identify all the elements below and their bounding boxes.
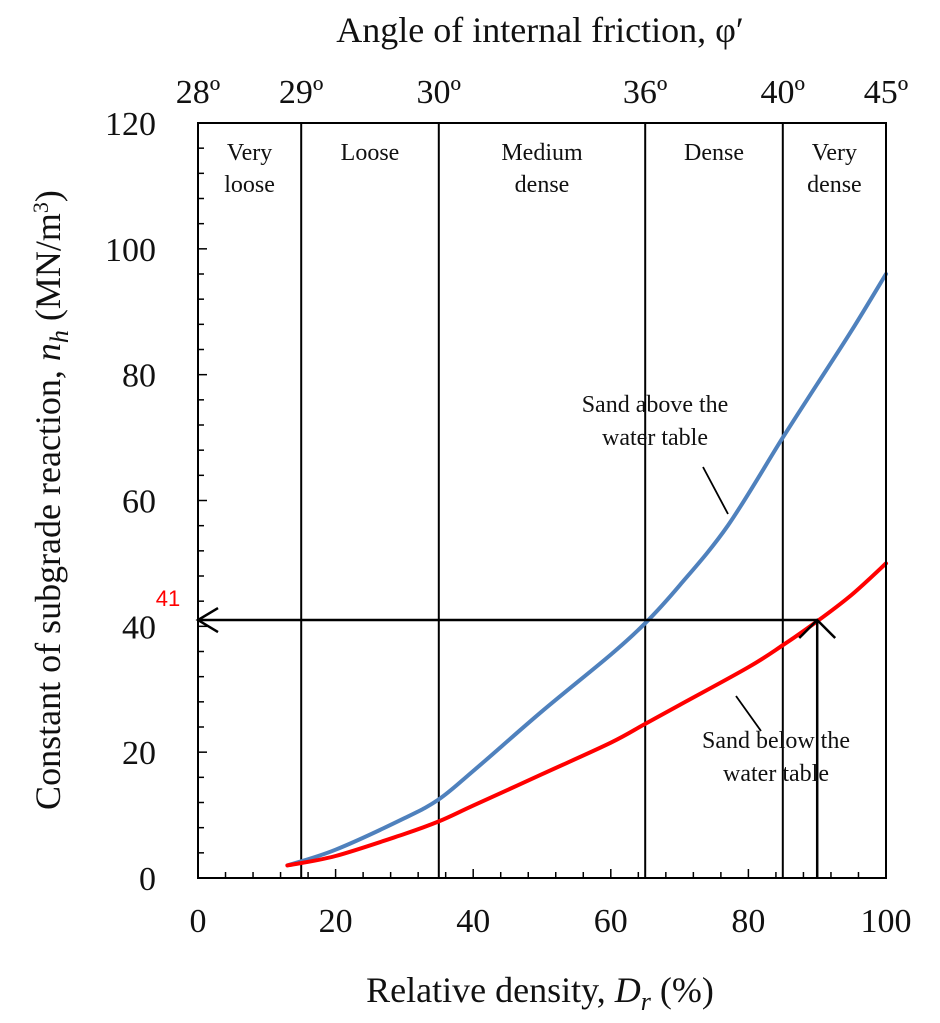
x-tick-label: 100	[861, 903, 912, 940]
annotation-text: Sand below the	[702, 728, 850, 754]
series-line-above-water-table	[285, 272, 888, 868]
top-tick-label: 29º	[279, 74, 324, 111]
density-zone-labels: Very loose Loose Medium dense Dense Very dense	[224, 140, 861, 198]
top-tick-label: 36º	[623, 74, 668, 111]
plot-frame	[197, 122, 887, 879]
x-axis-title: Relative density, Dr (%)	[366, 970, 714, 1016]
annotation-leader-line	[702, 466, 729, 515]
annotation-text: water table	[723, 761, 829, 787]
x-tick-label: 40	[456, 903, 490, 940]
top-tick-label: 45º	[864, 74, 909, 111]
y-tick-label: 120	[105, 106, 156, 143]
top-tick-label: 40º	[761, 74, 806, 111]
zone-label: Medium	[501, 140, 583, 166]
y-axis-title: Constant of subgrade reaction, nh (MN/m3…	[28, 190, 74, 810]
y-tick-label: 20	[122, 735, 156, 772]
x-tick-label: 20	[319, 903, 353, 940]
annotation-text: water table	[602, 425, 708, 451]
axis-ticks: 0 20 40 60 80 100 120 0 20 40 60 80 100 28º 29º 30º 36º 4…	[105, 74, 912, 940]
zone-label: Loose	[341, 140, 400, 166]
x-tick-label: 80	[731, 903, 765, 940]
annotation-leader-line	[735, 695, 762, 732]
zone-label: dense	[515, 172, 570, 198]
annotation-text: Sand above the	[582, 392, 729, 418]
reading-arrows: 41	[156, 586, 837, 878]
zone-label: Very	[812, 140, 857, 166]
y-tick-label: 80	[122, 358, 156, 395]
x-tick-label: 0	[190, 903, 207, 940]
top-tick-label: 28º	[176, 74, 221, 111]
top-tick-label: 30º	[417, 74, 462, 111]
zone-label: Very	[227, 140, 272, 166]
series-line-below-water-table	[285, 561, 888, 868]
series-annotations: Sand above the water table Sand below the w…	[582, 392, 850, 787]
y-tick-label: 0	[139, 861, 156, 898]
top-axis-title: Angle of internal friction, φ′	[336, 10, 744, 50]
x-tick-label: 60	[594, 903, 628, 940]
zone-label: loose	[224, 172, 275, 198]
reading-value-label: 41	[156, 586, 180, 611]
zone-label: dense	[807, 172, 862, 198]
zone-label: Dense	[684, 140, 744, 166]
y-tick-label: 60	[122, 484, 156, 521]
y-tick-label: 100	[105, 232, 156, 269]
y-tick-label: 40	[122, 609, 156, 646]
zone-boundary-lines	[300, 123, 784, 878]
